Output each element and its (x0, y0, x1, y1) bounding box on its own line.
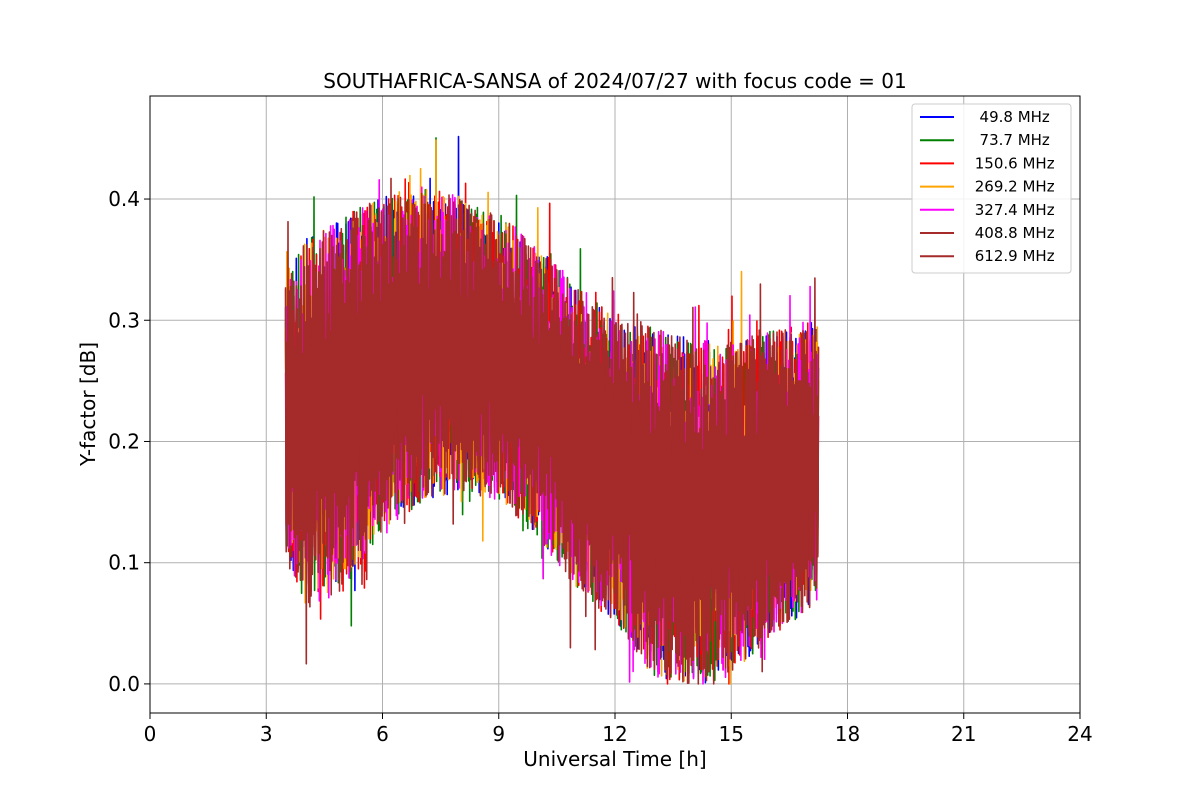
x-tick-label: 0 (144, 722, 157, 746)
legend-label: 150.6 MHz (970, 154, 1055, 172)
x-tick-label: 6 (376, 722, 389, 746)
series-lines (284, 135, 820, 685)
y-axis-ticks: 0.0 0.1 0.2 0.3 0.4 (108, 187, 150, 696)
legend-box (911, 103, 1072, 274)
x-tick-label: 3 (260, 722, 273, 746)
x-axis-label: Universal Time [h] (523, 747, 706, 771)
y-tick-label: 0.3 (108, 308, 140, 332)
x-tick-label: 18 (835, 722, 860, 746)
legend-label: 408.8 MHz (970, 224, 1055, 242)
chart-title: SOUTHAFRICA-SANSA of 2024/07/27 with foc… (323, 69, 907, 93)
y-tick-label: 0.0 (108, 672, 140, 696)
y-tick-label: 0.4 (108, 187, 140, 211)
legend-label: 612.9 MHz (970, 247, 1055, 265)
series-line (284, 177, 820, 685)
y-tick-label: 0.1 (108, 551, 140, 575)
legend-label: 269.2 MHz (970, 178, 1055, 196)
legend-label: 327.4 MHz (970, 201, 1055, 219)
y-axis-label: Y-factor [dB] (76, 342, 100, 467)
x-tick-label: 12 (602, 722, 627, 746)
x-tick-label: 21 (951, 722, 976, 746)
x-axis-ticks: 0 3 6 9 12 15 18 21 24 (144, 713, 1093, 746)
legend: 49.8 MHz 73.7 MHz 150.6 MHz 269.2 MHz 32… (911, 103, 1072, 274)
legend-label: 49.8 MHz (970, 108, 1050, 126)
x-tick-label: 15 (719, 722, 744, 746)
legend-label: 73.7 MHz (970, 131, 1050, 149)
x-tick-label: 9 (492, 722, 505, 746)
x-tick-label: 24 (1067, 722, 1092, 746)
y-tick-label: 0.2 (108, 429, 140, 453)
